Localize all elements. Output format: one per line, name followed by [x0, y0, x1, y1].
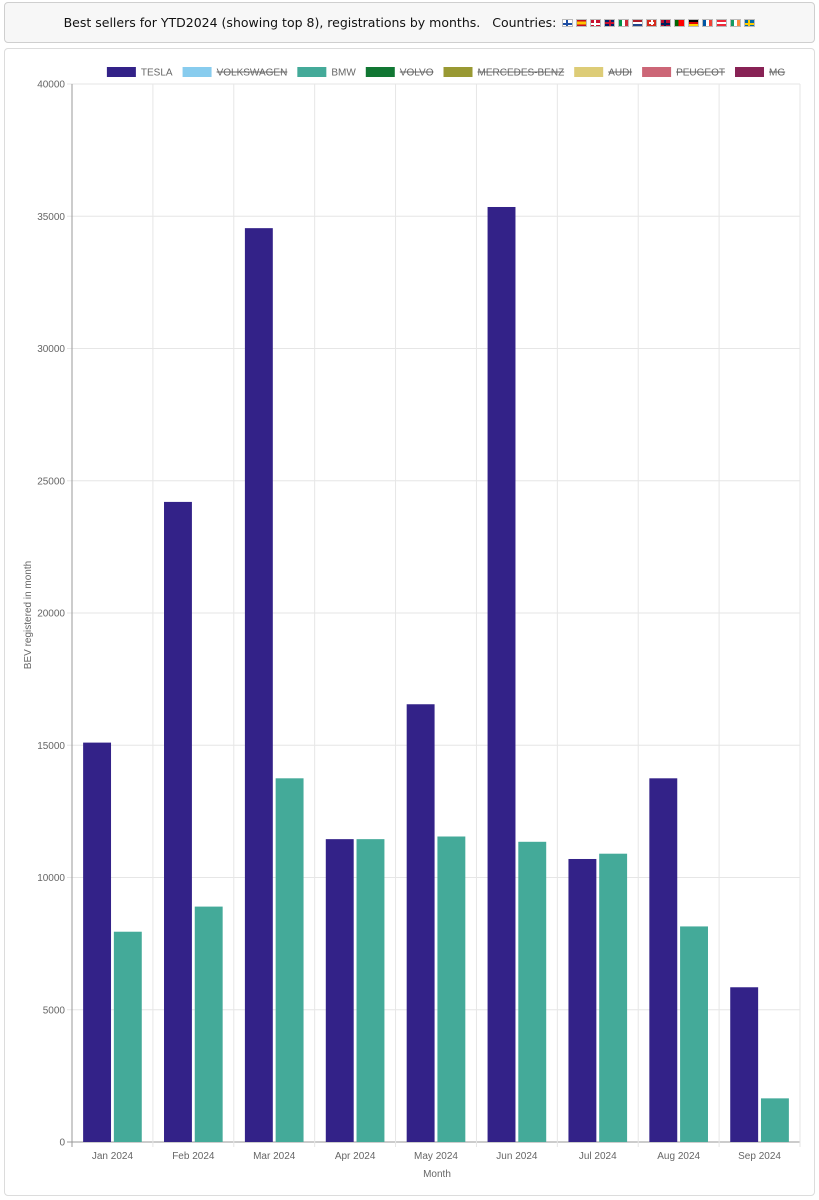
legend-item-mercedes-benz[interactable]: MERCEDES-BENZ — [443, 67, 565, 79]
legend-item-mg[interactable]: MG — [735, 67, 785, 79]
y-tick-label: 10000 — [37, 873, 65, 884]
italy-flag-icon — [618, 18, 630, 27]
legend-label: VOLKSWAGEN — [217, 68, 288, 79]
y-axis-label: BEV registered in month — [23, 561, 34, 669]
x-axis-label: Month — [423, 1169, 451, 1180]
bar-tesla-mar-2024[interactable] — [244, 228, 273, 1143]
chart-card: 0 5000 10000 15000 20000 25000 30000 35000 40000… — [4, 48, 815, 1196]
legend-item-audi[interactable]: AUDI — [574, 67, 633, 79]
legend-label: MERCEDES-BENZ — [478, 68, 565, 79]
legend-item-tesla[interactable]: TESLA — [106, 67, 173, 79]
x-tick-label: Sep 2024 — [738, 1151, 781, 1162]
ireland-flag-icon — [730, 18, 742, 27]
bar-tesla-jun-2024[interactable] — [487, 206, 516, 1142]
legend-label: AUDI — [608, 68, 632, 79]
legend-label: TESLA — [141, 68, 173, 79]
bar-bmw-feb-2024[interactable] — [194, 906, 223, 1142]
y-tick-label: 15000 — [37, 741, 65, 752]
legend-item-peugeot[interactable]: PEUGEOT — [642, 67, 726, 79]
y-tick-label: 20000 — [37, 609, 65, 620]
norway-flag-icon — [660, 18, 672, 27]
x-tick-label: Mar 2024 — [253, 1151, 296, 1162]
legend: TESLA VOLKSWAGEN BMW VOLVO MERCEDES-BENZ AUDI… — [106, 67, 785, 79]
legend-swatch — [443, 67, 473, 77]
bar-bmw-aug-2024[interactable] — [680, 926, 708, 1142]
y-tick-label: 30000 — [37, 344, 65, 355]
country-flags — [562, 18, 756, 27]
bar-chart: 0 5000 10000 15000 20000 25000 30000 35000 40000… — [23, 67, 801, 1180]
finland-flag-icon — [562, 18, 574, 27]
bar-bmw-apr-2024[interactable] — [356, 839, 385, 1142]
y-tick-label: 0 — [59, 1138, 65, 1149]
bar-bmw-jun-2024[interactable] — [518, 841, 547, 1142]
x-tick-label: Apr 2024 — [335, 1151, 376, 1162]
bar-tesla-jul-2024[interactable] — [568, 858, 597, 1142]
bars — [83, 206, 789, 1143]
y-tick-label: 5000 — [43, 1005, 66, 1016]
bar-tesla-aug-2024[interactable] — [649, 778, 678, 1142]
bar-bmw-jan-2024[interactable] — [113, 931, 142, 1142]
bar-bmw-may-2024[interactable] — [437, 836, 466, 1142]
y-tick-label: 35000 — [37, 212, 65, 223]
austria-flag-icon — [716, 18, 728, 27]
bar-tesla-may-2024[interactable] — [406, 704, 435, 1142]
legend-swatch — [106, 67, 136, 77]
spain-flag-icon — [576, 18, 588, 27]
x-tick-label: Jun 2024 — [496, 1151, 538, 1162]
bar-tesla-sep-2024[interactable] — [730, 987, 759, 1142]
france-flag-icon — [702, 18, 714, 27]
legend-item-volkswagen[interactable]: VOLKSWAGEN — [182, 67, 288, 79]
legend-swatch — [574, 67, 604, 77]
legend-label: BMW — [331, 68, 356, 79]
bar-tesla-apr-2024[interactable] — [325, 839, 354, 1142]
y-tick-label: 40000 — [37, 80, 65, 91]
legend-swatch — [297, 67, 327, 77]
legend-label: VOLVO — [400, 68, 434, 79]
legend-swatch — [182, 67, 212, 77]
legend-label: PEUGEOT — [676, 68, 725, 79]
legend-label: MG — [769, 68, 785, 79]
bar-bmw-sep-2024[interactable] — [760, 1098, 789, 1142]
switzerland-flag-icon — [646, 18, 658, 27]
x-tick-label: Feb 2024 — [172, 1151, 215, 1162]
legend-swatch — [735, 67, 765, 77]
x-tick-label: Aug 2024 — [657, 1151, 700, 1162]
uk-flag-icon — [604, 18, 616, 27]
netherlands-flag-icon — [632, 18, 644, 27]
x-axis-ticks: Jan 2024 Feb 2024 Mar 2024 Apr 2024 May 2024… — [92, 1151, 782, 1162]
grid-lines — [67, 83, 801, 1147]
legend-swatch — [642, 67, 672, 77]
bar-bmw-jul-2024[interactable] — [599, 853, 628, 1142]
bar-tesla-jan-2024[interactable] — [83, 742, 112, 1142]
legend-item-bmw[interactable]: BMW — [297, 67, 356, 79]
chart-title: Best sellers for YTD2024 (showing top 8)… — [63, 15, 481, 30]
bar-tesla-feb-2024[interactable] — [164, 501, 192, 1142]
chart-header: Best sellers for YTD2024 (showing top 8)… — [4, 2, 815, 43]
y-axis-ticks: 0 5000 10000 15000 20000 25000 30000 35000 40000 — [37, 80, 65, 1149]
x-tick-label: Jan 2024 — [92, 1151, 134, 1162]
x-tick-label: Jul 2024 — [579, 1151, 617, 1162]
sweden-flag-icon — [744, 18, 756, 27]
legend-swatch — [365, 67, 395, 77]
countries-label: Countries: — [492, 15, 557, 30]
portugal-flag-icon — [674, 18, 686, 27]
germany-flag-icon — [688, 18, 700, 27]
bar-bmw-mar-2024[interactable] — [275, 778, 304, 1142]
y-tick-label: 25000 — [37, 476, 65, 487]
x-tick-label: May 2024 — [414, 1151, 458, 1162]
legend-item-volvo[interactable]: VOLVO — [365, 67, 434, 79]
denmark-flag-icon — [590, 18, 602, 27]
